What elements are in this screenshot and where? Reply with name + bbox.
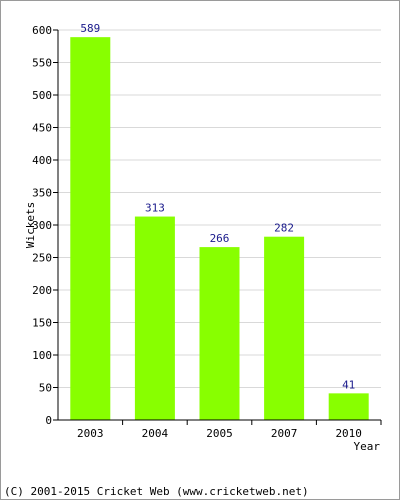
y-tick-label: 350: [32, 187, 52, 200]
y-tick-label: 50: [39, 382, 52, 395]
y-tick-label: 250: [32, 252, 52, 265]
data-label: 282: [274, 222, 294, 235]
x-tick-label: 2003: [77, 427, 104, 440]
y-tick-label: 100: [32, 349, 52, 362]
y-tick-label: 550: [32, 57, 52, 70]
bar: [134, 216, 175, 420]
data-label: 313: [145, 202, 165, 215]
y-tick-label: 450: [32, 122, 52, 135]
y-tick-label: 200: [32, 284, 52, 297]
bars: [70, 37, 369, 421]
y-tick-label: 400: [32, 154, 52, 167]
x-tick-label: 2010: [335, 427, 362, 440]
y-tick-label: 600: [32, 24, 52, 37]
y-axis-title: Wickets: [24, 202, 37, 248]
bar: [328, 393, 369, 420]
data-label: 266: [210, 232, 230, 245]
data-label: 41: [342, 378, 355, 391]
bar: [70, 37, 111, 421]
copyright-footer: (C) 2001-2015 Cricket Web (www.cricketwe…: [4, 485, 309, 498]
y-tick-label: 300: [32, 219, 52, 232]
bar: [264, 236, 305, 420]
y-tick-label: 0: [45, 414, 52, 427]
labels: 0 50 100 150 200 250 300 350 400 450 500 550 600 589 2…: [32, 22, 362, 440]
x-tick-label: 2007: [271, 427, 298, 440]
y-tick-label: 150: [32, 317, 52, 330]
axes: [53, 29, 382, 425]
bar: [199, 247, 240, 420]
data-label: 589: [80, 22, 100, 35]
gridlines: [58, 29, 381, 388]
x-tick-label: 2004: [142, 427, 169, 440]
y-tick-label: 500: [32, 89, 52, 102]
x-axis-title: Year: [354, 440, 381, 453]
x-tick-label: 2005: [206, 427, 233, 440]
